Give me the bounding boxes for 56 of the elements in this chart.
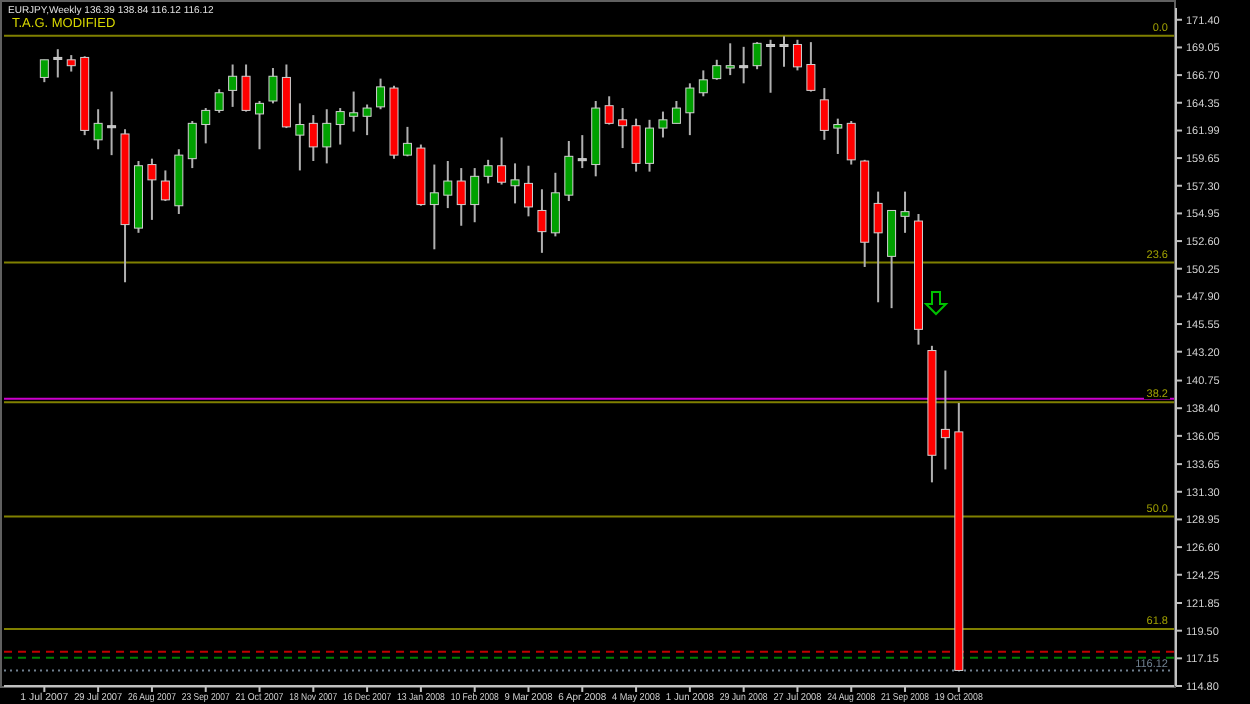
candlestick	[214, 88, 224, 114]
candlestick	[39, 58, 49, 84]
candlestick	[940, 369, 950, 471]
candlestick	[295, 102, 305, 172]
candlestick	[900, 190, 910, 234]
candlestick	[93, 108, 103, 151]
candlestick	[228, 63, 238, 108]
candlestick	[241, 63, 251, 113]
candlestick	[402, 125, 412, 158]
candlestick	[550, 171, 560, 238]
candlestick	[685, 82, 695, 137]
candlestick	[712, 58, 722, 81]
candlestick	[335, 107, 345, 146]
candlestick	[160, 169, 170, 203]
candlestick	[792, 38, 802, 72]
candlestick	[766, 38, 776, 94]
candlestick	[53, 48, 63, 79]
candlestick	[604, 95, 614, 126]
candlestick	[658, 110, 668, 139]
candlestick	[362, 103, 372, 137]
candlestick	[819, 87, 829, 141]
candlestick	[255, 99, 265, 151]
candlestick	[187, 120, 197, 170]
candlestick	[429, 163, 439, 251]
candlestick	[833, 117, 843, 155]
candlestick	[698, 69, 708, 98]
candlestick	[631, 117, 641, 173]
candlestick	[376, 77, 386, 111]
candlestick	[483, 158, 493, 185]
candlestick	[806, 41, 816, 93]
candlestick	[577, 134, 587, 170]
candlestick	[107, 90, 117, 157]
candlestick	[322, 108, 332, 165]
candlestick	[443, 160, 453, 210]
candlestick	[887, 209, 897, 310]
candlestick	[671, 99, 681, 125]
candlestick	[497, 136, 507, 186]
candlestick	[537, 188, 547, 254]
candlestick	[779, 35, 789, 68]
candlestick	[618, 107, 628, 150]
candlestick	[752, 41, 762, 71]
candlestick	[268, 67, 278, 105]
candlestick	[725, 42, 735, 77]
candlestick	[147, 157, 157, 221]
candlestick	[470, 167, 480, 224]
candlestick	[349, 90, 359, 133]
candlestick	[564, 140, 574, 203]
candlestick	[510, 162, 520, 205]
candlestick	[739, 45, 749, 85]
candlestick	[523, 164, 533, 218]
candlestick	[308, 114, 318, 163]
candlestick	[846, 120, 856, 166]
candlestick	[201, 107, 211, 145]
candlestick	[873, 190, 883, 304]
candlestick	[645, 118, 655, 173]
candlestick	[456, 167, 466, 227]
